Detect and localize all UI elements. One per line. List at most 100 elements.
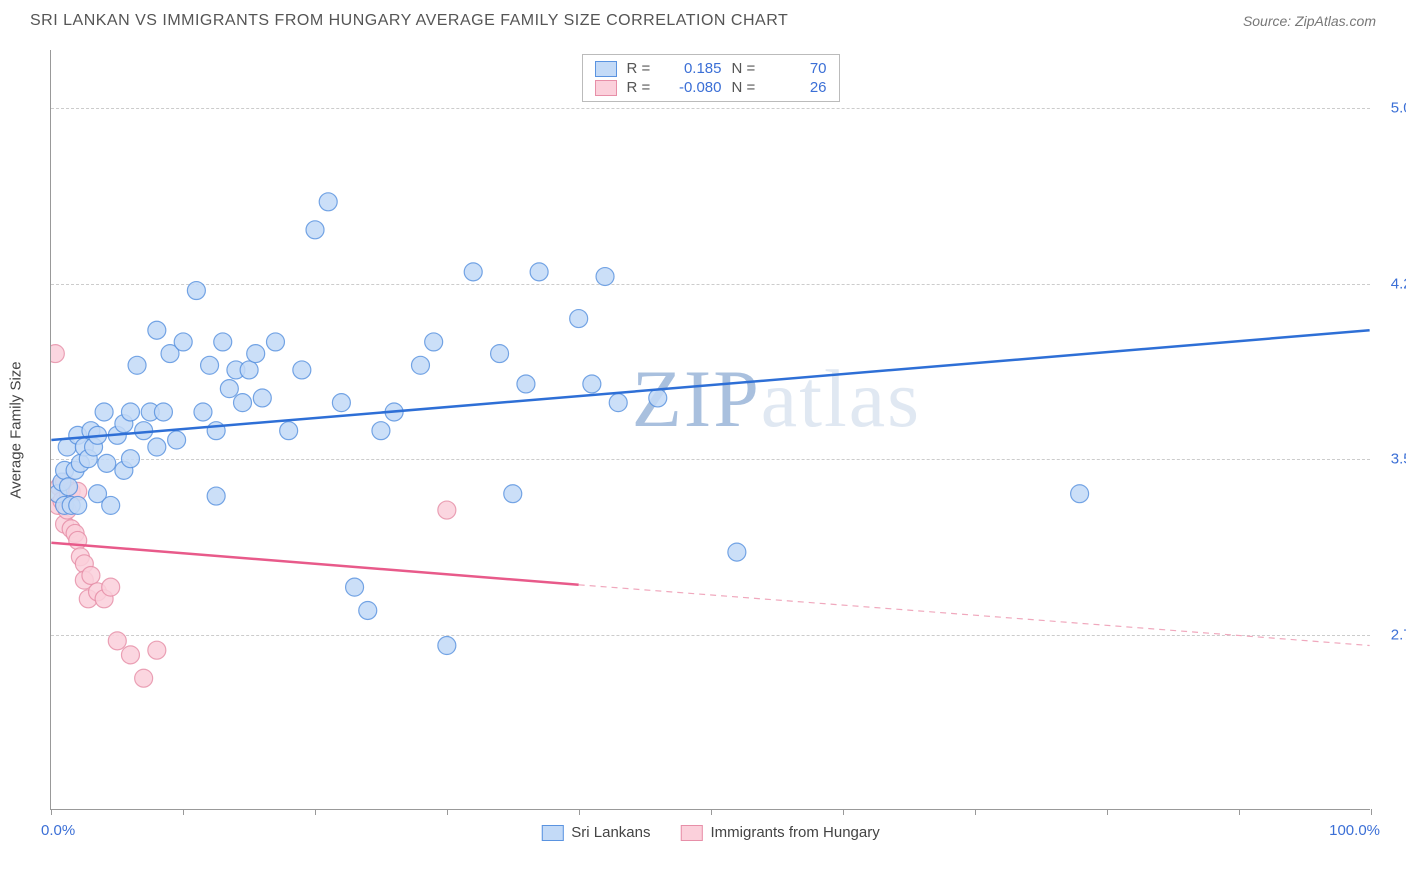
swatch-pink-icon [595, 80, 617, 96]
data-point [168, 431, 186, 449]
legend-label: Sri Lankans [571, 824, 650, 841]
n-value: 26 [772, 79, 827, 96]
legend: Sri Lankans Immigrants from Hungary [541, 824, 879, 841]
x-axis-min-label: 0.0% [41, 822, 75, 839]
data-point [82, 566, 100, 584]
data-point [266, 333, 284, 351]
data-point [504, 485, 522, 503]
data-point [425, 333, 443, 351]
data-point [102, 578, 120, 596]
swatch-blue-icon [595, 61, 617, 77]
data-point [207, 487, 225, 505]
data-point [102, 496, 120, 514]
data-point [596, 268, 614, 286]
data-point [570, 310, 588, 328]
data-point [95, 403, 113, 421]
x-tick [579, 809, 580, 815]
data-point [128, 356, 146, 374]
legend-item-pink: Immigrants from Hungary [681, 824, 880, 841]
n-label: N = [732, 60, 762, 77]
stats-box: R = 0.185 N = 70 R = -0.080 N = 26 [582, 54, 840, 102]
data-point [69, 531, 87, 549]
n-label: N = [732, 79, 762, 96]
data-point [438, 637, 456, 655]
data-point [148, 641, 166, 659]
source-label: Source: ZipAtlas.com [1243, 13, 1376, 29]
r-label: R = [627, 79, 657, 96]
data-point [649, 389, 667, 407]
plot-area: ZIPatlas Average Family Size 2.753.504.2… [50, 50, 1370, 810]
stats-row-pink: R = -0.080 N = 26 [595, 78, 827, 97]
x-tick [315, 809, 316, 815]
x-tick [711, 809, 712, 815]
data-point [154, 403, 172, 421]
chart-title: SRI LANKAN VS IMMIGRANTS FROM HUNGARY AV… [30, 12, 788, 30]
data-point [280, 422, 298, 440]
legend-label: Immigrants from Hungary [711, 824, 880, 841]
y-axis-title: Average Family Size [8, 361, 25, 498]
data-point [174, 333, 192, 351]
data-point [346, 578, 364, 596]
data-point [220, 380, 238, 398]
y-tick-label: 3.50 [1375, 451, 1406, 468]
data-point [108, 632, 126, 650]
data-point [517, 375, 535, 393]
data-point [69, 496, 87, 514]
data-point [201, 356, 219, 374]
data-point [1071, 485, 1089, 503]
r-value: 0.185 [667, 60, 722, 77]
data-point [187, 282, 205, 300]
data-point [293, 361, 311, 379]
data-point [411, 356, 429, 374]
data-point [530, 263, 548, 281]
x-axis-max-label: 100.0% [1329, 822, 1380, 839]
data-point [60, 478, 78, 496]
chart-svg [51, 50, 1370, 809]
data-point [121, 646, 139, 664]
data-point [207, 422, 225, 440]
x-tick [51, 809, 52, 815]
x-tick [1239, 809, 1240, 815]
data-point [214, 333, 232, 351]
data-point [247, 345, 265, 363]
data-point [253, 389, 271, 407]
data-point [194, 403, 212, 421]
data-point [359, 602, 377, 620]
data-point [319, 193, 337, 211]
data-point [372, 422, 390, 440]
data-point [332, 394, 350, 412]
data-point [240, 361, 258, 379]
x-tick [1107, 809, 1108, 815]
data-point [728, 543, 746, 561]
data-point [491, 345, 509, 363]
trend-line [579, 585, 1370, 646]
x-tick [447, 809, 448, 815]
data-point [121, 403, 139, 421]
r-label: R = [627, 60, 657, 77]
data-point [148, 438, 166, 456]
x-tick [183, 809, 184, 815]
swatch-pink-icon [681, 825, 703, 841]
data-point [135, 669, 153, 687]
x-tick [975, 809, 976, 815]
legend-item-blue: Sri Lankans [541, 824, 650, 841]
data-point [464, 263, 482, 281]
data-point [121, 450, 139, 468]
data-point [98, 454, 116, 472]
y-tick-label: 2.75 [1375, 626, 1406, 643]
data-point [51, 345, 64, 363]
x-tick [1371, 809, 1372, 815]
data-point [306, 221, 324, 239]
trend-line [51, 543, 578, 585]
n-value: 70 [772, 60, 827, 77]
data-point [234, 394, 252, 412]
data-point [148, 321, 166, 339]
stats-row-blue: R = 0.185 N = 70 [595, 59, 827, 78]
y-tick-label: 4.25 [1375, 275, 1406, 292]
data-point [438, 501, 456, 519]
y-tick-label: 5.00 [1375, 100, 1406, 117]
r-value: -0.080 [667, 79, 722, 96]
data-point [583, 375, 601, 393]
x-tick [843, 809, 844, 815]
swatch-blue-icon [541, 825, 563, 841]
